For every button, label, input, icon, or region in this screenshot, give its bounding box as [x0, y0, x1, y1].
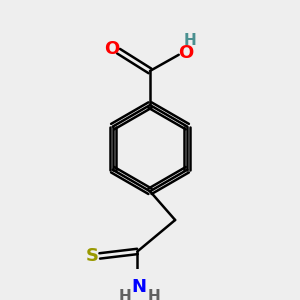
- Text: H: H: [147, 289, 160, 300]
- Text: O: O: [178, 44, 194, 62]
- Text: S: S: [86, 247, 99, 265]
- Text: H: H: [118, 289, 131, 300]
- Text: N: N: [132, 278, 147, 296]
- Text: O: O: [104, 40, 119, 58]
- Text: H: H: [184, 33, 197, 48]
